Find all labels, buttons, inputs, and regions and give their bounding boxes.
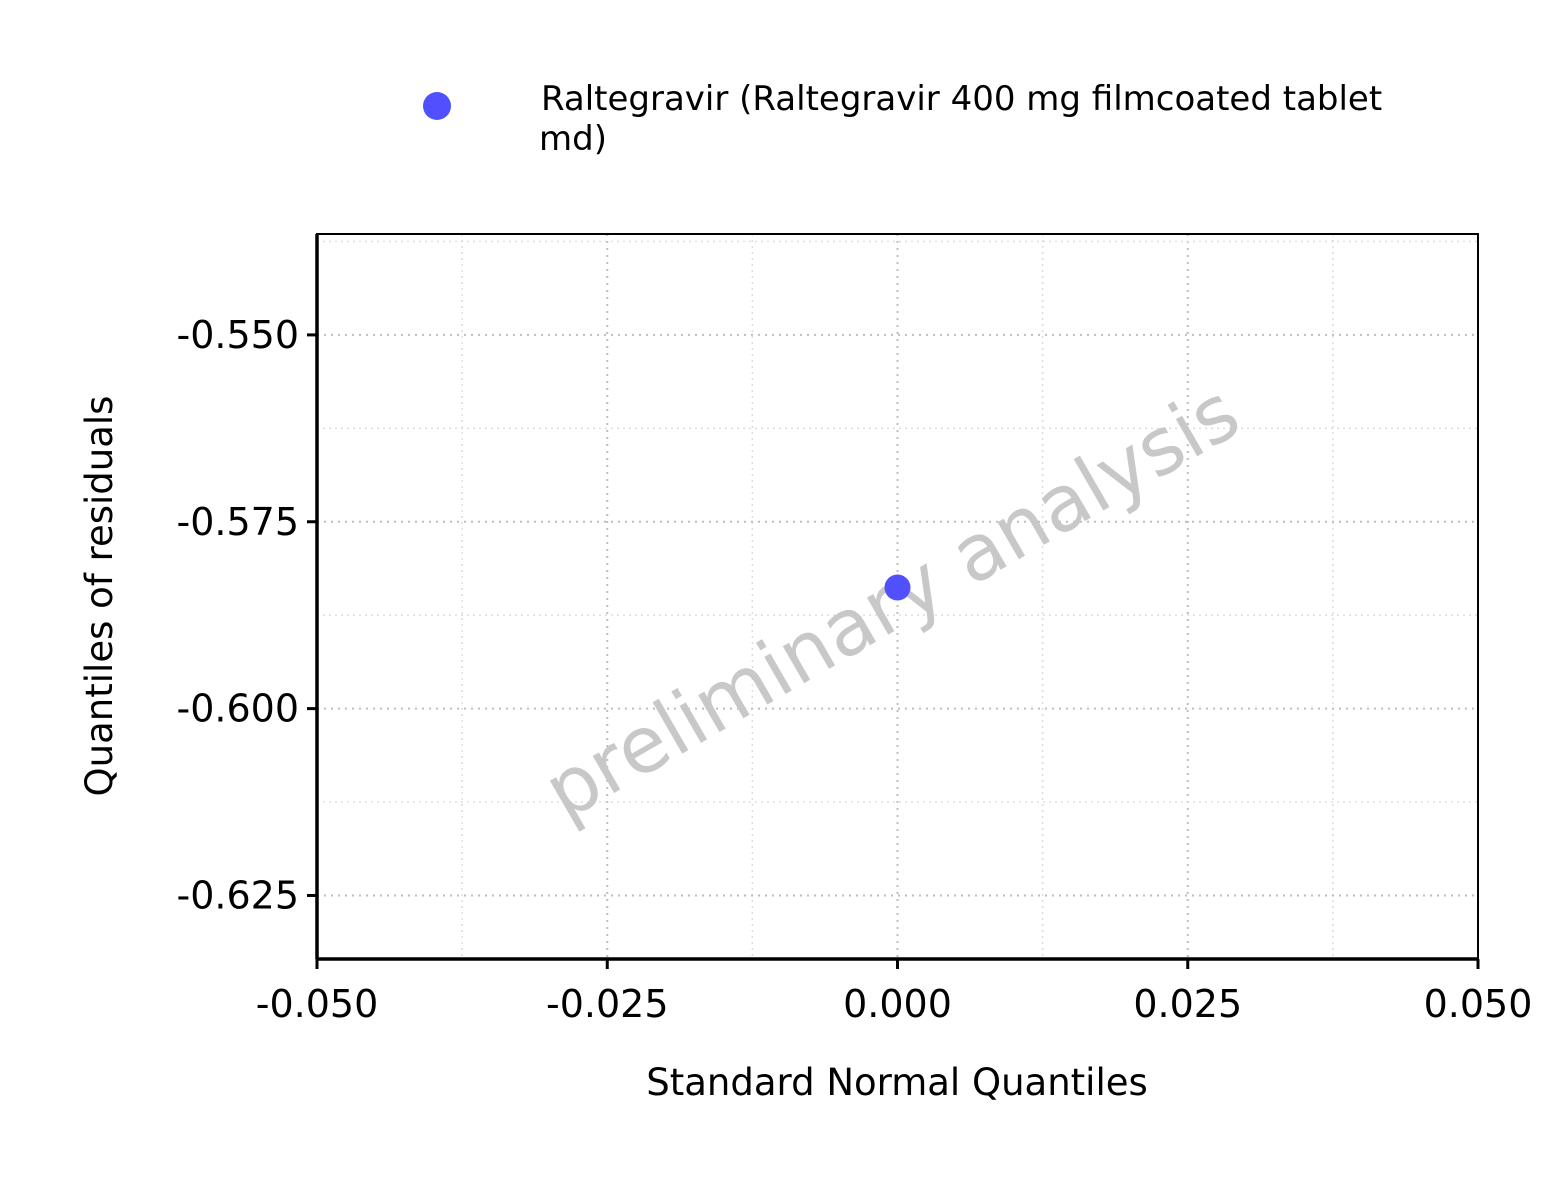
x-tick-label: 0.025 bbox=[1133, 982, 1242, 1026]
legend-marker bbox=[423, 92, 451, 120]
legend-label-line-2: md) bbox=[539, 119, 607, 159]
data-point bbox=[884, 574, 911, 601]
x-tick-label: -0.025 bbox=[546, 982, 669, 1026]
legend: Raltegravir (Raltegravir 400 mg filmcoat… bbox=[423, 79, 1382, 159]
x-tick-label: 0.000 bbox=[843, 982, 952, 1026]
legend-label-line-1: Raltegravir (Raltegravir 400 mg filmcoat… bbox=[541, 79, 1382, 119]
y-axis-title: Quantiles of residuals bbox=[78, 396, 121, 797]
x-tick-label: -0.050 bbox=[256, 982, 379, 1026]
data-points bbox=[884, 574, 911, 601]
x-axis-ticks: -0.050 -0.025 0.000 0.025 0.050 bbox=[256, 959, 1533, 1026]
y-axis-ticks: -0.550 -0.575 -0.600 -0.625 bbox=[177, 313, 317, 917]
y-tick-label: -0.575 bbox=[177, 500, 300, 544]
grid-lines bbox=[316, 234, 1479, 959]
x-axis-title: Standard Normal Quantiles bbox=[646, 1061, 1148, 1104]
y-tick-label: -0.625 bbox=[177, 873, 300, 917]
x-tick-label: 0.050 bbox=[1424, 982, 1533, 1026]
y-tick-label: -0.600 bbox=[177, 687, 300, 731]
y-tick-label: -0.550 bbox=[177, 313, 300, 357]
watermark-text: preliminary analysis bbox=[530, 367, 1255, 837]
